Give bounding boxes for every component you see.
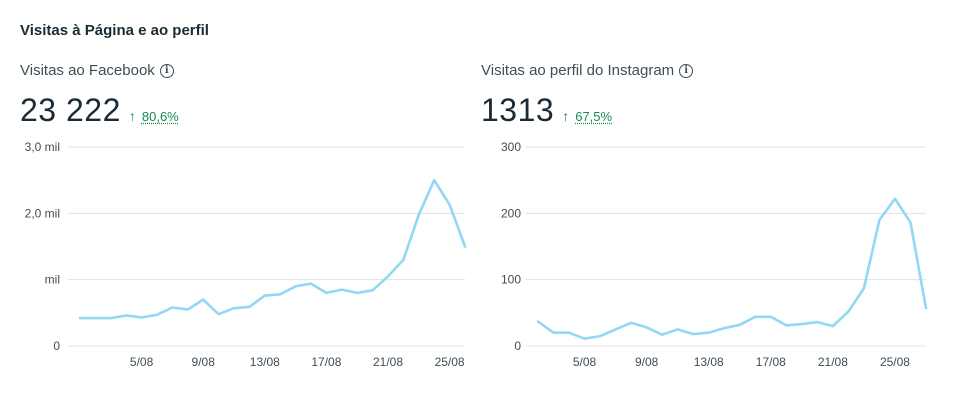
x-tick-label: 9/08 [192, 355, 216, 369]
facebook-visits-panel: Visitas ao Facebook i 23 222 ↑ 80,6% 0 mi… [20, 0, 470, 415]
facebook-metric-row: 23 222 ↑ 80,6% [20, 92, 179, 129]
x-tick-label: 5/08 [130, 355, 154, 369]
y-tick-label: 0 [53, 339, 60, 353]
x-tick-label: 25/08 [435, 355, 465, 369]
facebook-visits-label-row: Visitas ao Facebook i [20, 62, 174, 79]
arrow-up-icon: ↑ [128, 108, 136, 124]
instagram-trend-percent[interactable]: 67,5% [575, 109, 613, 124]
x-tick-label: 25/08 [880, 355, 910, 369]
series-line [78, 178, 467, 320]
y-tick-label: 0 [514, 339, 521, 353]
instagram-metric-row: 1313 ↑ 67,5% [481, 92, 612, 129]
x-tick-label: 21/08 [818, 355, 848, 369]
instagram-visits-panel: Visitas ao perfil do Instagram i 1313 ↑ … [481, 0, 941, 415]
info-icon[interactable]: i [159, 63, 174, 78]
x-tick-label: 13/08 [250, 355, 280, 369]
instagram-visits-chart: 0 100 200 300 5/08 9/08 13/08 17/08 21/08 25/08 [501, 140, 928, 369]
facebook-trend-percent[interactable]: 80,6% [141, 109, 179, 124]
facebook-visits-chart: 0 mil 2,0 mil 3,0 mil 5/08 9/08 13/08 17/08 21/0… [25, 140, 467, 369]
facebook-visits-label: Visitas ao Facebook [20, 62, 155, 79]
y-tick-label: 3,0 mil [25, 140, 60, 154]
y-tick-label: 200 [501, 206, 521, 220]
y-tick-label: 300 [501, 140, 521, 154]
section-title: Visitas à Página e ao perfil [20, 22, 209, 39]
y-tick-label: 100 [501, 273, 521, 287]
facebook-trend: ↑ 80,6% [129, 108, 179, 124]
x-tick-label: 17/08 [756, 355, 786, 369]
instagram-trend: ↑ 67,5% [562, 108, 612, 124]
instagram-visits-label: Visitas ao perfil do Instagram [481, 62, 675, 79]
x-tick-label: 21/08 [373, 355, 403, 369]
series-line [536, 197, 928, 341]
x-tick-label: 9/08 [635, 355, 659, 369]
facebook-visits-value: 23 222 [20, 92, 121, 128]
x-tick-label: 13/08 [694, 355, 724, 369]
arrow-up-icon: ↑ [562, 108, 570, 124]
info-icon[interactable]: i [679, 63, 694, 78]
x-tick-label: 5/08 [573, 355, 597, 369]
y-tick-label: 2,0 mil [25, 206, 60, 220]
instagram-visits-value: 1313 [481, 92, 555, 128]
x-tick-label: 17/08 [311, 355, 341, 369]
instagram-visits-label-row: Visitas ao perfil do Instagram i [481, 62, 694, 79]
y-tick-label: mil [45, 273, 60, 287]
